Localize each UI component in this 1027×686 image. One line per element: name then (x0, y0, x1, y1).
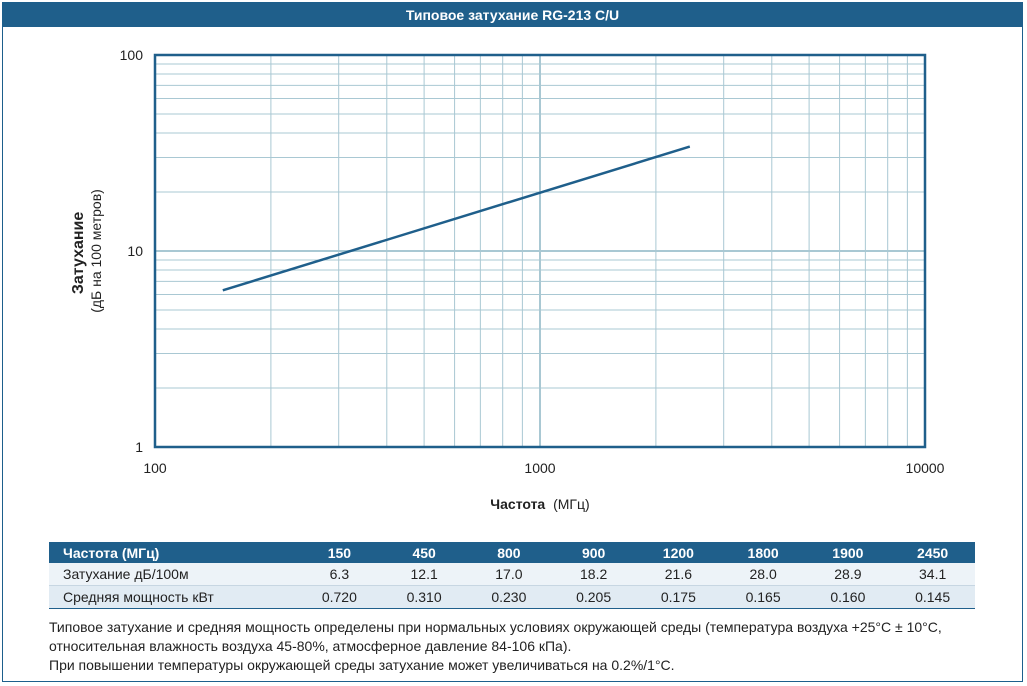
table-header-freq: 150 (297, 542, 382, 563)
y-axis-label-main: Затухание (70, 212, 87, 295)
table-cell: 0.175 (636, 585, 721, 609)
table-header-freq: 1800 (720, 542, 806, 563)
spec-table: Частота (МГц) 150 450 800 900 1200 1800 1900 24… (49, 542, 975, 609)
table-cell: 0.230 (466, 585, 552, 609)
chart-title: Типовое затухание RG-213 C/U (3, 3, 1022, 27)
table-header-freq: 800 (466, 542, 552, 563)
note-conditions: Типовое затухание и средняя мощность опр… (49, 619, 942, 654)
y-tick-label: 10 (127, 243, 143, 259)
table-header-freq: 2450 (890, 542, 975, 563)
y-axis-label: Затухание (дБ на 100 метров) (70, 189, 104, 313)
x-axis-label-main: Частота (490, 496, 545, 512)
tick-labels: 100 1000 10000 1 10 100 (120, 47, 945, 476)
table-cell: 12.1 (381, 563, 467, 586)
x-axis-label: Частота (МГц) (490, 496, 589, 512)
table-header-freq: 1900 (805, 542, 891, 563)
x-tick-label: 10000 (906, 460, 945, 476)
table-cell: 21.6 (636, 563, 721, 586)
table-header-freq: 900 (551, 542, 636, 563)
x-tick-label: 1000 (524, 460, 555, 476)
table-cell: 0.205 (551, 585, 636, 609)
table-header-row: Частота (МГц) 150 450 800 900 1200 1800 1900 24… (49, 542, 975, 563)
table-row-label: Средняя мощность кВт (49, 585, 297, 609)
series-line-attenuation (222, 145, 691, 292)
table-cell: 0.160 (805, 585, 891, 609)
table-row: Затухание дБ/100м 6.3 12.1 17.0 18.2 21.6 28.0… (49, 563, 975, 586)
table-row-label: Затухание дБ/100м (49, 563, 297, 586)
notes: Типовое затухание и средняя мощность опр… (49, 618, 989, 675)
table-header-freq: 1200 (636, 542, 721, 563)
table-row: Средняя мощность кВт 0.720 0.310 0.230 0.205… (49, 585, 975, 609)
table-cell: 0.165 (720, 585, 806, 609)
table-cell: 28.0 (720, 563, 806, 586)
table-cell: 0.310 (381, 585, 467, 609)
table-cell: 18.2 (551, 563, 636, 586)
attenuation-chart: 100 1000 10000 1 10 100 Затухание (дБ на 100 … (70, 47, 945, 512)
x-axis-label-unit: (МГц) (553, 496, 590, 512)
table-header-frequency: Частота (МГц) (49, 542, 297, 563)
table-cell: 0.720 (297, 585, 382, 609)
note-temperature: При повышении температуры окружающей сре… (49, 657, 675, 673)
table-header-freq: 450 (381, 542, 467, 563)
table-cell: 17.0 (466, 563, 552, 586)
table-cell: 34.1 (890, 563, 975, 586)
y-axis-label-unit: (дБ на 100 метров) (88, 189, 104, 313)
table-cell: 6.3 (297, 563, 382, 586)
y-tick-label: 100 (120, 47, 144, 63)
plot-border (153, 53, 927, 449)
table-cell: 0.145 (890, 585, 975, 609)
y-tick-label: 1 (135, 439, 143, 455)
x-tick-label: 100 (143, 460, 167, 476)
table-cell: 28.9 (805, 563, 891, 586)
